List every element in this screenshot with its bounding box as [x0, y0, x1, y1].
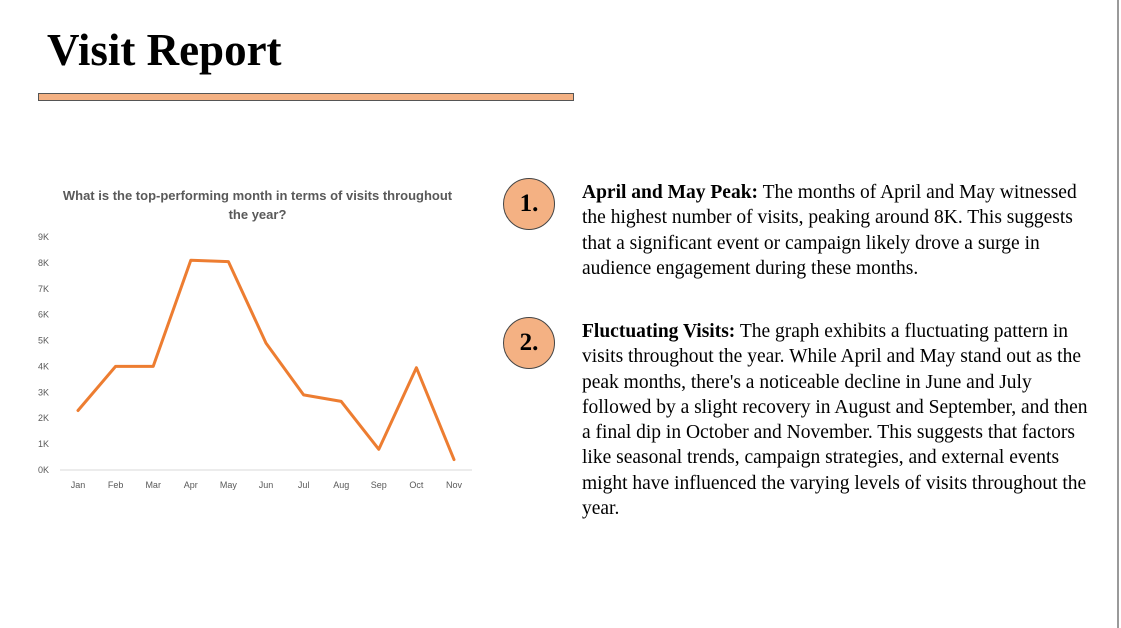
y-tick-label: 5K	[38, 336, 49, 346]
point-2-heading: Fluctuating Visits:	[582, 321, 736, 342]
x-tick-label: Oct	[409, 480, 424, 490]
slide-right-edge	[1117, 0, 1119, 628]
y-tick-label: 3K	[38, 387, 49, 397]
chart-title: What is the top-performing month in term…	[62, 188, 453, 222]
visits-line-chart: 0K 1K 2K 3K 4K 5K 6K 7K 8K 9K Jan Feb Mar Apr May Jun Ju…	[38, 232, 472, 490]
x-tick-label: Feb	[108, 480, 124, 490]
series-line	[76, 258, 456, 462]
point-1-badge: 1.	[503, 178, 555, 230]
y-tick-label: 7K	[38, 284, 49, 294]
x-tick-label: Jan	[71, 480, 86, 490]
point-1-text: April and May Peak: The months of April …	[582, 180, 1097, 281]
y-tick-label: 6K	[38, 310, 49, 320]
page-title: Visit Report	[47, 25, 282, 75]
point-2-body: The graph exhibits a fluctuating pattern…	[582, 321, 1088, 520]
point-2-badge: 2.	[503, 317, 555, 369]
x-tick-label: Jul	[298, 480, 310, 490]
point-2-text: Fluctuating Visits: The graph exhibits a…	[582, 319, 1097, 521]
y-tick-label: 8K	[38, 258, 49, 268]
y-tick-label: 1K	[38, 439, 49, 449]
title-underline-bar	[38, 93, 574, 101]
x-tick-label: Jun	[259, 480, 274, 490]
x-tick-label: Nov	[446, 480, 463, 490]
x-tick-label: Mar	[145, 480, 161, 490]
y-tick-label: 2K	[38, 413, 49, 423]
point-1-heading: April and May Peak:	[582, 182, 759, 203]
point-1-body: The months of April and May witnessed th…	[582, 182, 1077, 279]
y-tick-label: 0K	[38, 465, 49, 475]
x-tick-label: Apr	[184, 480, 198, 490]
x-tick-label: May	[220, 480, 238, 490]
x-tick-label: Aug	[333, 480, 349, 490]
y-tick-label: 4K	[38, 361, 49, 371]
x-tick-label: Sep	[371, 480, 387, 490]
y-tick-label: 9K	[38, 232, 49, 242]
